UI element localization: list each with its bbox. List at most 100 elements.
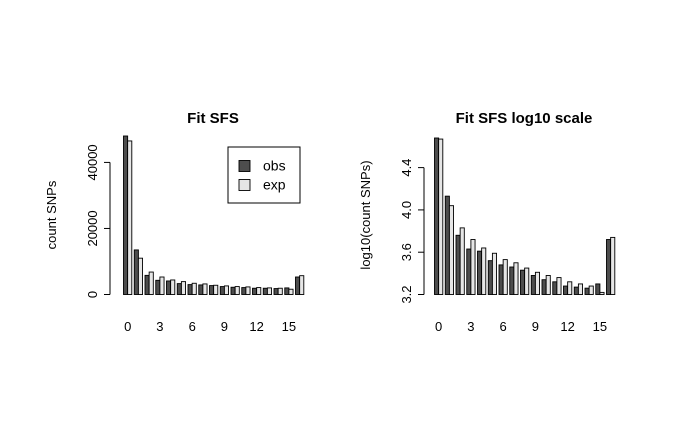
legend: obs exp xyxy=(227,146,301,204)
bar-obs-7 xyxy=(509,266,515,295)
legend-box xyxy=(227,146,301,204)
bar-exp-8 xyxy=(213,284,219,295)
bar-obs-12 xyxy=(563,285,569,295)
bar-obs-9 xyxy=(219,286,225,295)
bar-obs-5 xyxy=(176,283,182,295)
bar-exp-13 xyxy=(266,287,272,295)
bar-exp-12 xyxy=(567,281,573,295)
y-axis: 3.2 3.6 4.0 4.4 xyxy=(399,159,425,304)
bar-obs-12 xyxy=(252,287,258,295)
bar-obs-15 xyxy=(284,287,290,295)
y-tick-label: 4.0 xyxy=(399,201,414,219)
bar-exp-4 xyxy=(481,247,487,295)
bar-exp-15 xyxy=(288,288,294,295)
y-tick-label: 4.4 xyxy=(399,159,414,177)
bar-exp-9 xyxy=(223,285,229,295)
bar-obs-1 xyxy=(133,249,139,295)
bar-exp-8 xyxy=(524,267,530,295)
x-tick-label: 15 xyxy=(282,319,296,334)
bar-exp-15 xyxy=(599,291,605,295)
bar-exp-7 xyxy=(202,283,208,295)
bar-exp-1 xyxy=(137,257,143,295)
bar-obs-2 xyxy=(455,234,461,295)
bar-obs-3 xyxy=(155,279,161,295)
bar-obs-8 xyxy=(520,269,526,295)
x-tick-label: 12 xyxy=(249,319,263,334)
bar-exp-13 xyxy=(577,283,584,295)
bar-exp-11 xyxy=(556,277,562,295)
bar-exp-2 xyxy=(148,271,154,295)
bar-obs-14 xyxy=(584,287,590,295)
bar-obs-4 xyxy=(477,250,483,295)
x-tick-label: 3 xyxy=(156,319,163,334)
bar-obs-10 xyxy=(541,279,547,295)
x-tick-label: 15 xyxy=(593,319,607,334)
bar-obs-4 xyxy=(166,280,172,295)
y-tick-label: 0 xyxy=(85,291,100,298)
bar-obs-6 xyxy=(187,284,193,295)
bar-exp-11 xyxy=(245,286,251,295)
legend-label-obs: obs xyxy=(263,158,286,174)
bars xyxy=(434,137,616,295)
legend-label-exp: exp xyxy=(263,177,286,193)
bar-exp-0 xyxy=(127,140,133,295)
bar-exp-7 xyxy=(513,262,519,295)
bar-obs-6 xyxy=(498,264,504,295)
y-tick-label: 40000 xyxy=(85,144,100,180)
bar-exp-14 xyxy=(588,285,594,295)
bar-obs-11 xyxy=(552,281,558,295)
x-tick-label: 9 xyxy=(532,319,539,334)
bar-exp-14 xyxy=(277,287,283,295)
bar-exp-3 xyxy=(470,239,476,295)
x-tick-label: 6 xyxy=(499,319,506,334)
y-axis: 0 20000 40000 xyxy=(85,144,111,298)
bar-exp-16 xyxy=(610,236,616,295)
bar-exp-9 xyxy=(534,271,541,295)
bars xyxy=(123,135,305,295)
bar-exp-16 xyxy=(299,275,305,295)
bar-obs-0 xyxy=(123,135,129,295)
chart-fit-sfs-log10: Fit SFS log10 scale log10(count SNPs) 3.… xyxy=(358,110,616,334)
y-tick-label: 3.6 xyxy=(399,243,414,261)
x-tick-label: 0 xyxy=(124,319,131,334)
y-tick-label: 20000 xyxy=(85,210,100,246)
bar-obs-10 xyxy=(230,286,236,295)
bar-obs-11 xyxy=(241,287,247,295)
bar-obs-16 xyxy=(606,239,612,295)
y-axis-label: log10(count SNPs) xyxy=(358,160,373,269)
x-tick-label: 12 xyxy=(560,319,574,334)
x-axis: 0 3 6 9 12 15 xyxy=(124,319,296,334)
bar-obs-5 xyxy=(487,260,493,295)
bar-obs-3 xyxy=(466,248,472,295)
y-axis-label: count SNPs xyxy=(44,180,59,249)
bar-exp-0 xyxy=(438,138,444,295)
bar-exp-6 xyxy=(502,259,508,295)
bar-exp-6 xyxy=(191,282,197,295)
bar-exp-10 xyxy=(234,286,240,295)
x-axis: 0 3 6 9 12 15 xyxy=(435,319,607,334)
bar-exp-1 xyxy=(448,205,454,295)
x-tick-label: 3 xyxy=(467,319,474,334)
bar-obs-2 xyxy=(144,274,150,295)
legend-swatch-exp xyxy=(238,179,251,191)
bar-obs-15 xyxy=(595,283,601,295)
bar-obs-8 xyxy=(209,285,215,295)
chart-title: Fit SFS log10 scale xyxy=(456,110,593,127)
x-tick-label: 9 xyxy=(221,319,228,334)
bar-exp-10 xyxy=(545,275,551,295)
x-tick-label: 0 xyxy=(435,319,442,334)
chart-title: Fit SFS xyxy=(187,110,239,127)
bar-obs-13 xyxy=(573,286,579,295)
bar-obs-13 xyxy=(262,287,268,295)
x-tick-label: 6 xyxy=(189,319,196,334)
bar-exp-12 xyxy=(256,287,262,295)
bar-obs-7 xyxy=(198,284,204,295)
bar-exp-5 xyxy=(180,281,186,295)
bar-obs-9 xyxy=(530,275,536,295)
bar-obs-0 xyxy=(434,137,440,295)
legend-swatch-obs xyxy=(238,160,251,172)
bar-exp-4 xyxy=(170,279,176,295)
bar-exp-2 xyxy=(459,227,465,295)
bar-exp-5 xyxy=(491,252,497,295)
